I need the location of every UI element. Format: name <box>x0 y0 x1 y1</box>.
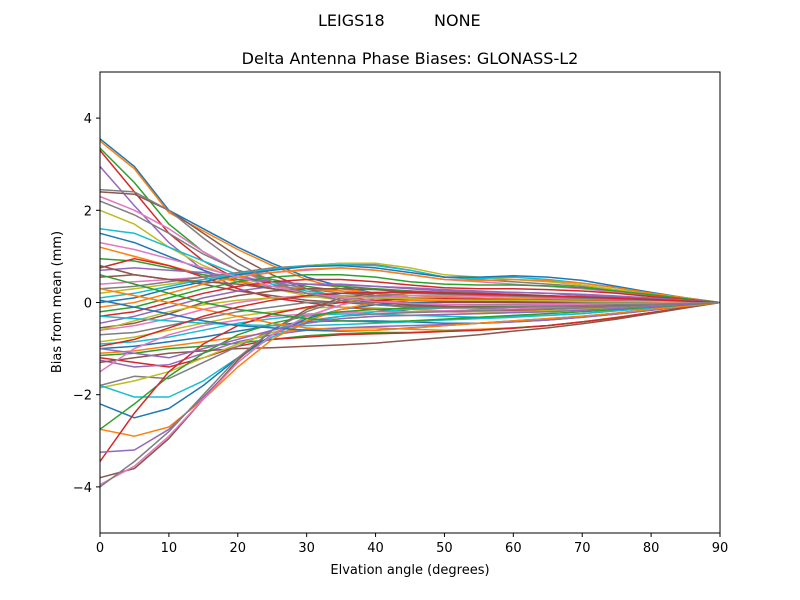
y-axis-label: Bias from mean (mm) <box>50 231 65 373</box>
series-line-54 <box>99 291 721 348</box>
series-line-38 <box>99 301 721 387</box>
plot-area <box>99 138 721 488</box>
series-line-36 <box>99 301 721 364</box>
series-line-53 <box>99 274 721 323</box>
y-tick-label: 4 <box>84 112 92 127</box>
y-tick-label: 0 <box>84 297 92 312</box>
series-line-15 <box>99 267 721 304</box>
series-line-22 <box>99 267 721 308</box>
series-line-58 <box>99 188 721 309</box>
x-tick-label: 20 <box>230 541 247 556</box>
x-tick-label: 30 <box>298 541 315 556</box>
x-tick-label: 90 <box>712 541 729 556</box>
y-tick-label: −4 <box>73 481 92 496</box>
suptitle-antenna: LEIGS18 <box>318 11 385 30</box>
x-tick-label: 80 <box>643 541 660 556</box>
x-tick-label: 10 <box>161 541 178 556</box>
x-tick-label: 70 <box>574 541 591 556</box>
y-tick-label: 2 <box>84 204 92 219</box>
x-tick-label: 0 <box>96 541 104 556</box>
series-line-23 <box>99 274 721 313</box>
x-tick-label: 60 <box>505 541 522 556</box>
x-axis-label: Elvation angle (degrees) <box>330 563 489 578</box>
y-axis: −4 −2 0 2 4 <box>73 112 100 496</box>
series-line-50 <box>99 301 721 327</box>
suptitle-radome: NONE <box>434 11 481 30</box>
chart-title: Delta Antenna Phase Biases: GLONASS-L2 <box>242 49 579 68</box>
y-tick-label: −2 <box>73 389 92 404</box>
series-line-49 <box>99 296 721 331</box>
series-line-24 <box>99 278 721 318</box>
x-tick-label: 40 <box>367 541 384 556</box>
series-line-57 <box>99 241 721 307</box>
series-line-25 <box>99 283 721 324</box>
series-line-48 <box>99 292 721 488</box>
x-axis: 0 10 20 30 40 50 60 70 80 90 <box>96 533 728 556</box>
series-line-52 <box>99 287 721 331</box>
series-line-55 <box>99 301 721 359</box>
x-tick-label: 50 <box>436 541 453 556</box>
